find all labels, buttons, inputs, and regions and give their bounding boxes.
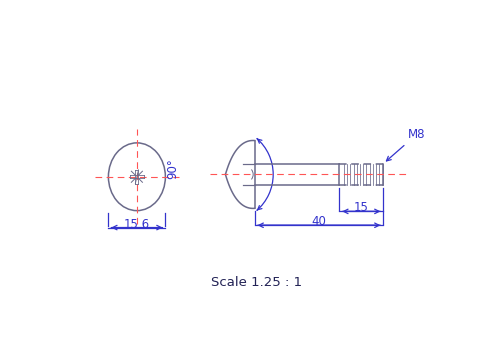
Text: 15: 15 (354, 202, 369, 215)
Text: 15.6: 15.6 (124, 218, 150, 231)
Text: M8: M8 (386, 128, 426, 161)
Text: 40: 40 (312, 215, 326, 228)
Text: 90°: 90° (166, 158, 179, 178)
Text: Scale 1.25 : 1: Scale 1.25 : 1 (210, 276, 302, 289)
